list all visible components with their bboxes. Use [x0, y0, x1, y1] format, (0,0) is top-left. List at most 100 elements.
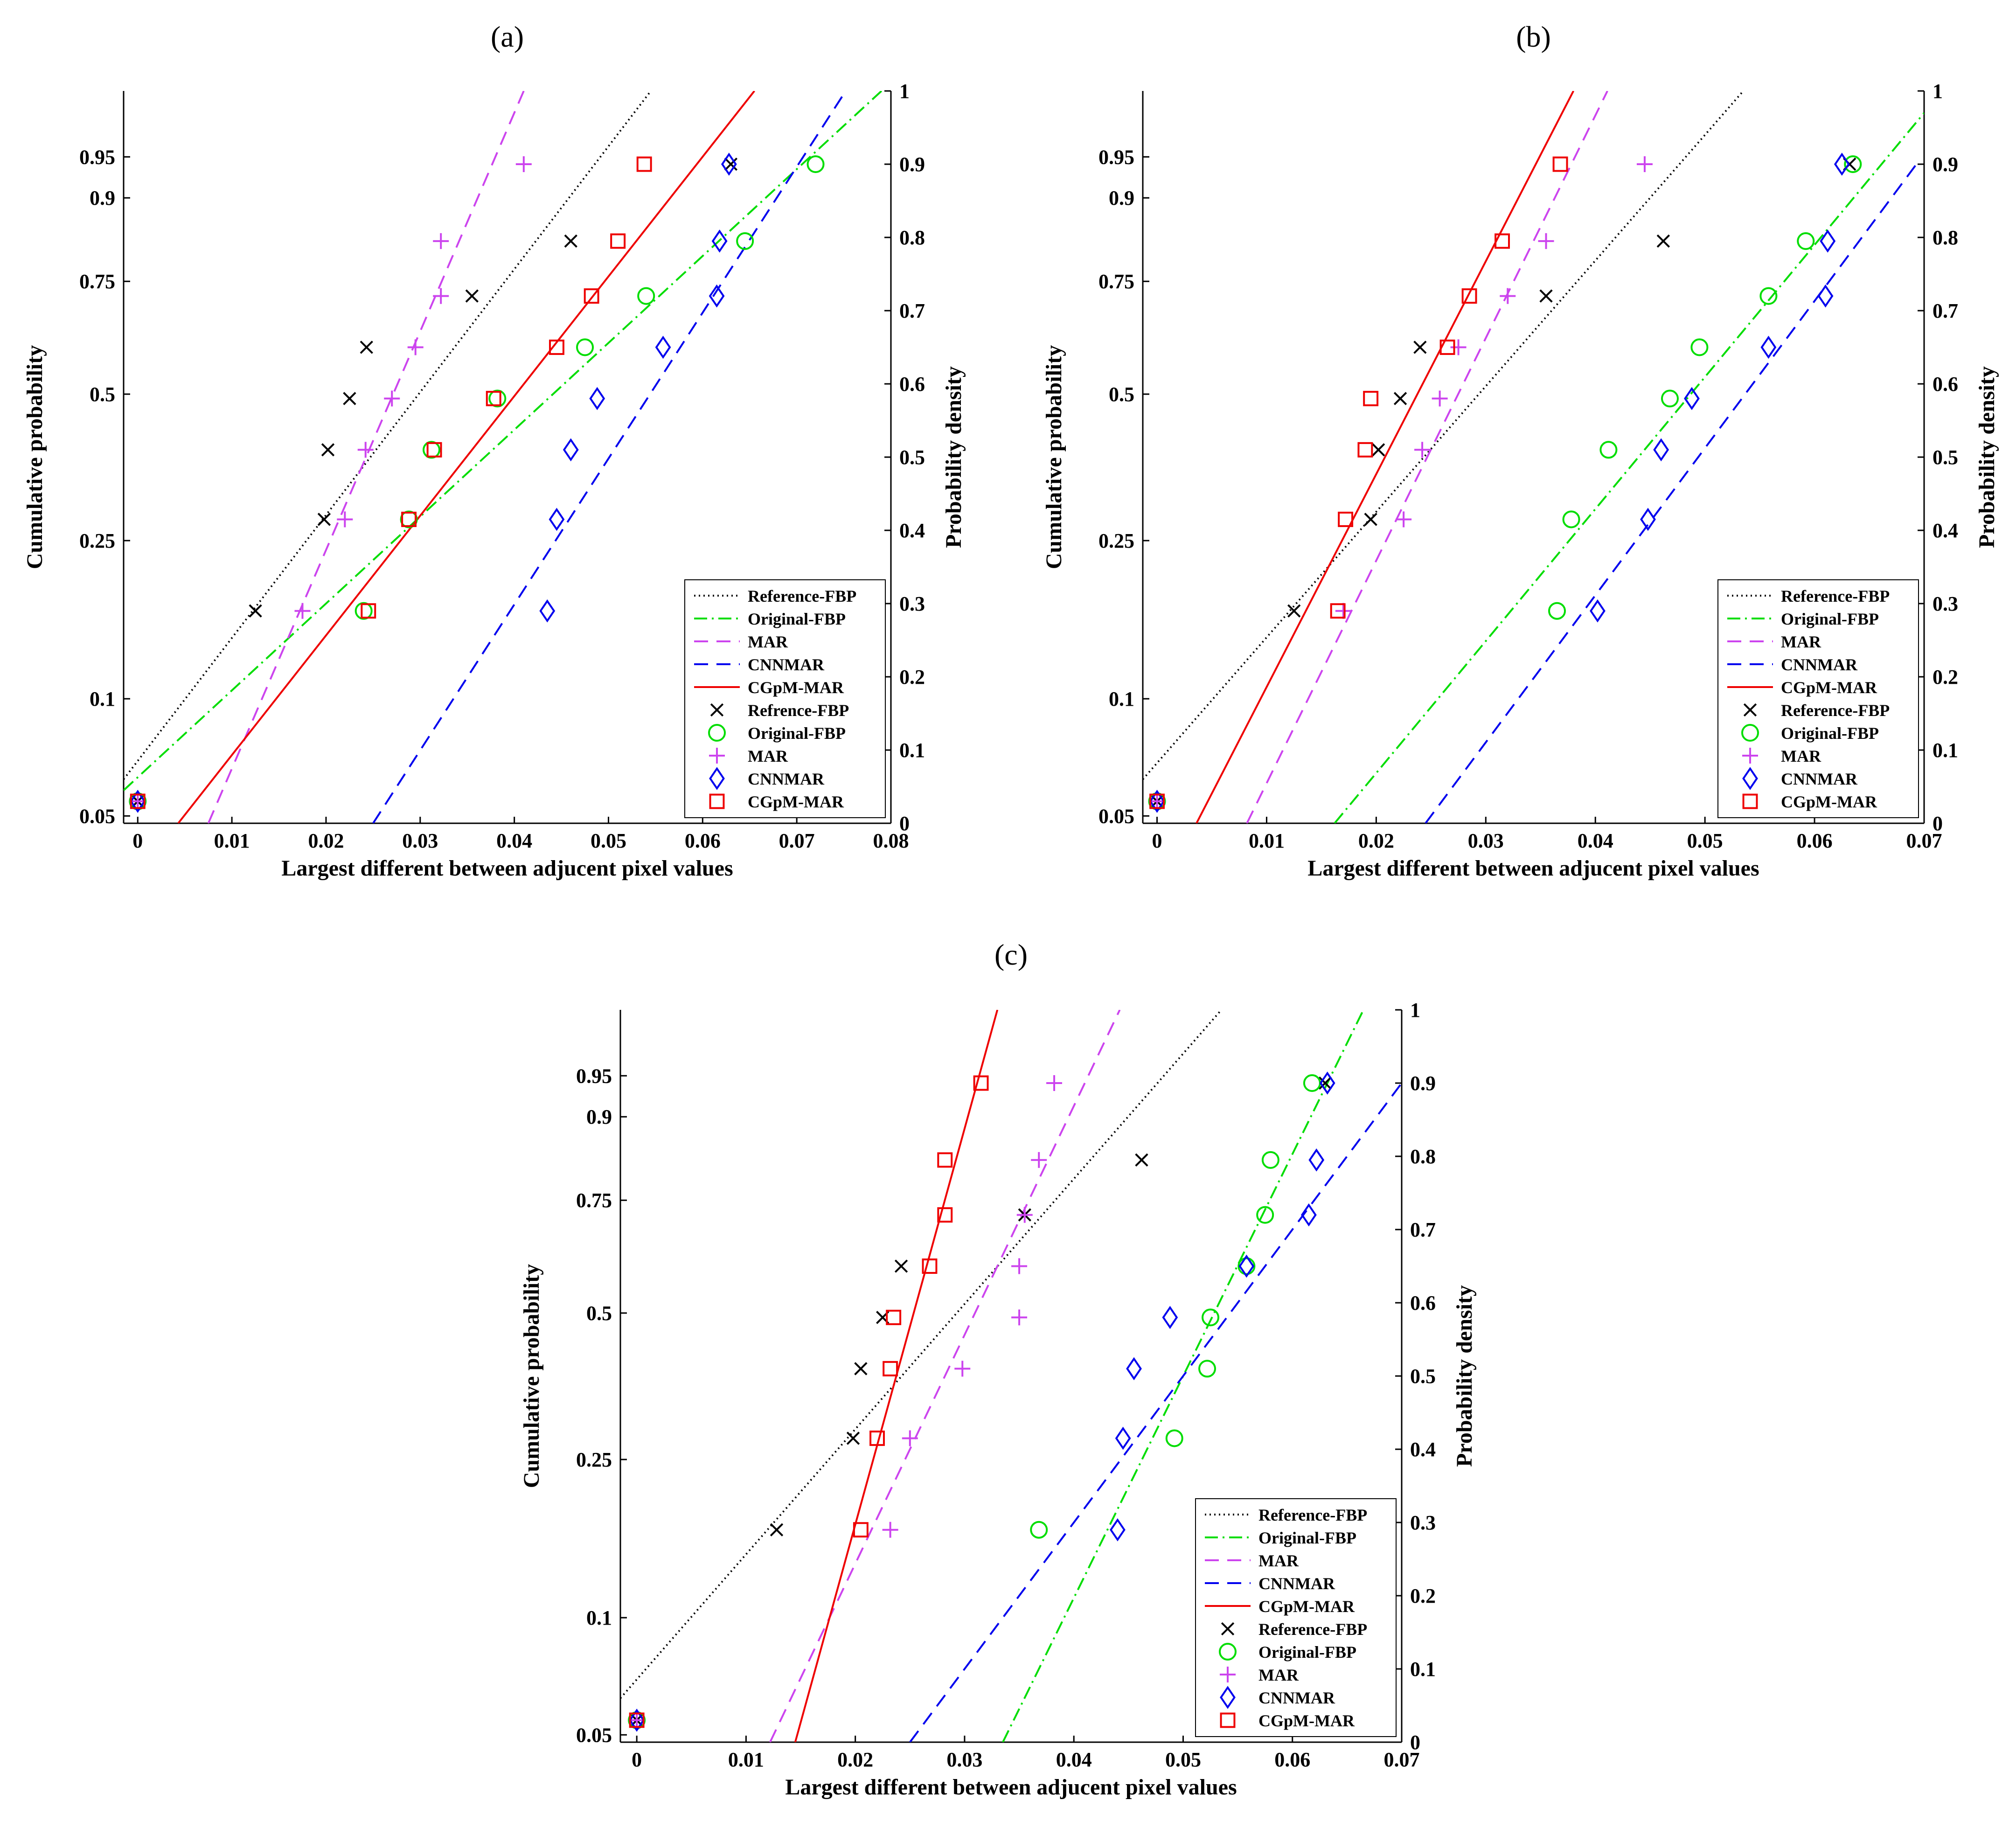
fit-line-cnnmar: [1425, 163, 1918, 823]
panel-0: (a) 0 0.01 0.02 0.03 0.04 0.05 0.06 0.07 0.08 0.05…: [22, 20, 966, 881]
x-tick-label: 0.03: [1468, 829, 1504, 852]
right-tick-label: 0: [1410, 1731, 1420, 1754]
right-tick-label: 0.1: [899, 739, 925, 762]
legend-label: Reference-FBP: [748, 587, 856, 605]
data-point: [883, 1361, 898, 1376]
data-point: [130, 793, 146, 809]
legend-label: Original-FBP: [1258, 1529, 1356, 1547]
right-tick-label: 0.3: [1410, 1511, 1436, 1534]
x-tick-label: 0.02: [308, 829, 344, 852]
legend-box: [1195, 1498, 1397, 1737]
data-point: [1820, 229, 1836, 253]
data-point: [1661, 389, 1679, 408]
x-tick-label: 0.08: [873, 829, 909, 852]
legend-label: CGpM-MAR: [1258, 1711, 1355, 1730]
right-tick-label: 0.1: [1410, 1658, 1436, 1681]
legend-label: MAR: [1258, 1666, 1299, 1684]
x-tick-label: 0.05: [591, 829, 626, 852]
data-point: [549, 507, 565, 531]
x-tick-label: 0.01: [728, 1748, 764, 1771]
series-mar: [629, 1075, 1063, 1728]
series-mar: [1149, 156, 1653, 809]
data-point: [973, 1075, 989, 1091]
data-point: [1256, 1206, 1274, 1224]
left-tick-label: 0.95: [576, 1064, 612, 1087]
data-point: [937, 1152, 953, 1168]
data-point: [1495, 233, 1510, 249]
data-point: [922, 1258, 938, 1274]
y-axis-label-left: Cumulative probability: [519, 1264, 544, 1488]
series-original-fbp: [129, 155, 825, 810]
data-point: [629, 1712, 645, 1728]
right-tick-label: 1: [1933, 80, 1943, 103]
x-axis-label: Largest different between adjucent pixel…: [785, 1775, 1237, 1800]
data-point: [637, 287, 655, 305]
legend-label: CGpM-MAR: [1781, 792, 1877, 811]
data-point: [539, 599, 556, 623]
x-tick-label: 0.04: [1578, 829, 1613, 852]
y-axis-label-left: Cumulative probability: [22, 345, 47, 570]
data-point: [1198, 1360, 1217, 1378]
data-point-stroke: [1364, 513, 1377, 526]
right-tick-label: 0.8: [1410, 1145, 1436, 1168]
right-tick-label: 0.3: [1933, 592, 1958, 615]
right-tick-label: 0.9: [899, 153, 925, 176]
data-point: [1330, 603, 1346, 619]
data-point-stroke: [1371, 443, 1385, 457]
data-point: [1439, 340, 1455, 355]
data-point: [709, 284, 725, 308]
data-point-stroke: [846, 1432, 860, 1445]
x-tick-label: 0.06: [1274, 1748, 1310, 1771]
data-point-stroke: [321, 443, 335, 457]
legend: Reference-FBP Original-FBP MAR CNNMAR CGpM-M…: [684, 579, 886, 818]
x-tick-label: 0.02: [1358, 829, 1394, 852]
right-tick-label: 1: [899, 80, 910, 103]
left-tick-label: 0.5: [1109, 383, 1134, 406]
left-tick-label: 0.1: [1109, 688, 1134, 710]
data-point: [1162, 1306, 1178, 1329]
panel-2: (c) 0 0.01 0.02 0.03 0.04 0.05 0.06 0.07 0.05 0.1 0…: [519, 938, 1477, 1800]
data-point: [1301, 1203, 1317, 1227]
data-point-stroke: [343, 392, 356, 405]
legend-label: CGpM-MAR: [1781, 678, 1877, 697]
data-point-stroke: [1539, 289, 1553, 303]
x-tick-label: 0: [1152, 829, 1162, 852]
right-tick-label: 0.5: [1410, 1365, 1436, 1388]
right-tick-label: 0.2: [1410, 1585, 1436, 1607]
legend-marker: [709, 793, 725, 809]
left-tick-label: 0.25: [79, 529, 115, 552]
legend-label: Original-FBP: [1781, 724, 1879, 743]
data-point-stroke: [1135, 1153, 1148, 1167]
data-point-stroke: [564, 234, 577, 248]
data-point: [1548, 602, 1566, 620]
data-point: [1165, 1429, 1183, 1447]
data-point: [1110, 1518, 1126, 1542]
data-point: [1363, 390, 1379, 406]
fit-line-original-fbp: [124, 91, 883, 791]
fit-line-original-fbp: [1002, 1010, 1364, 1742]
left-tick-label: 0.95: [1098, 146, 1134, 168]
series-mar: [130, 156, 532, 809]
data-point: [1562, 510, 1580, 528]
data-point: [1461, 288, 1477, 304]
legend-label: Reference-FBP: [1781, 587, 1890, 605]
data-point: [629, 1709, 645, 1732]
left-tick-label: 0.95: [79, 146, 115, 168]
data-point: [576, 338, 594, 356]
data-point: [486, 390, 501, 406]
data-point: [736, 232, 754, 250]
panel-title: (c): [994, 938, 1028, 971]
data-point: [853, 1522, 869, 1538]
left-tick-label: 0.75: [79, 270, 115, 293]
fit-line-cgpm-mar: [177, 91, 755, 823]
data-point: [1684, 387, 1700, 410]
legend-label: MAR: [748, 633, 788, 651]
x-tick-label: 0.04: [1056, 1748, 1092, 1771]
right-tick-label: 0.9: [1933, 153, 1958, 176]
left-tick-label: 0.25: [576, 1448, 612, 1471]
legend-label: Original-FBP: [1258, 1643, 1356, 1661]
data-point: [1640, 507, 1656, 531]
data-point: [1552, 156, 1568, 172]
data-point: [1760, 335, 1777, 359]
legend-label: CNNMAR: [1781, 655, 1858, 674]
